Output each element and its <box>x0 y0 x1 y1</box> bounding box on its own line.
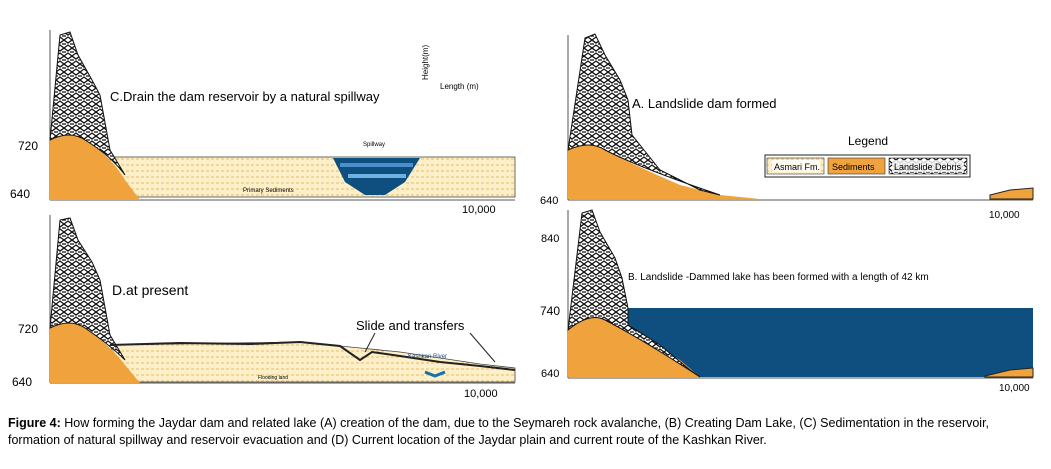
panel-a-landslide-debris <box>567 33 721 196</box>
panel-b-y-top-label: 840 <box>541 233 559 245</box>
panel-b: B. Landslide -Dammed lake has been forme… <box>540 209 1034 394</box>
panel-d-asmari <box>50 323 140 383</box>
panel-b-y-bottom-label: 640 <box>541 368 559 380</box>
caption-text: How forming the Jaydar dam and related l… <box>8 416 990 447</box>
panel-c-length-label: Length (m) <box>440 82 479 91</box>
panel-c-height-label: Height(m) <box>421 45 430 80</box>
legend-item-sediments: Sediments <box>832 162 875 172</box>
panel-d-x-end-label: 10,000 <box>464 388 498 400</box>
panel-d-ground-line <box>109 340 516 371</box>
panel-d-y-top-label: 720 <box>18 322 38 336</box>
legend-item-asmari: Asmari Fm. <box>774 162 820 172</box>
panel-d-sediment <box>109 341 516 383</box>
panel-c: C.Drain the dam reservoir by a natural s… <box>10 30 516 216</box>
panel-c-spillway-label: Spillway <box>363 142 385 148</box>
panel-c-asmari <box>50 135 140 200</box>
panel-c-landslide-debris <box>49 31 126 176</box>
panel-c-sediment <box>109 156 516 198</box>
panel-a-x-end-label: 10,000 <box>989 210 1020 221</box>
panel-b-x-end-label: 10,000 <box>999 383 1030 394</box>
panel-a: A. Landslide dam formed 640 10,000 Legen… <box>540 33 1034 221</box>
legend-swatch-sediments <box>827 157 886 175</box>
panel-b-lake <box>628 308 1033 377</box>
panel-b-title: B. Landslide -Dammed lake has been forme… <box>628 272 929 283</box>
panel-c-sediment-label: Primary Sediments <box>243 188 294 194</box>
legend-title: Legend <box>848 134 888 148</box>
panel-c-y-top-label: 720 <box>18 139 38 153</box>
panel-a-title: A. Landslide dam formed <box>632 96 777 111</box>
panel-d-river-label: Kashkan River <box>408 354 447 360</box>
panel-d-river <box>424 370 446 378</box>
panel-b-landslide-debris <box>567 209 701 378</box>
panel-d-landslide-debris <box>49 217 126 361</box>
panel-c-x-end-label: 10,000 <box>462 204 496 216</box>
panel-d-slide-label: Slide and transfers <box>356 318 465 333</box>
figure-caption: Figure 4: How forming the Jaydar dam and… <box>8 415 1043 449</box>
panel-a-y-bottom-label: 640 <box>540 195 558 207</box>
panel-d-y-bottom-label: 640 <box>12 375 32 389</box>
panel-d-floodplain-label: Flooding land <box>258 375 288 381</box>
panel-c-y-bottom-label: 640 <box>10 187 30 201</box>
caption-label: Figure 4: <box>8 416 61 430</box>
panel-c-title: C.Drain the dam reservoir by a natural s… <box>110 89 380 104</box>
panel-d-title: D.at present <box>112 282 188 298</box>
panel-a-asmari <box>568 145 760 199</box>
figure-canvas: C.Drain the dam reservoir by a natural s… <box>10 30 1034 400</box>
panel-b-y-lake-label: 740 <box>540 304 560 318</box>
legend-item-debris: Landslide Debris <box>894 162 962 172</box>
panel-b-asmari <box>568 317 700 377</box>
panel-d: D.at present 720 640 10,000 Slide and tr… <box>12 215 516 400</box>
